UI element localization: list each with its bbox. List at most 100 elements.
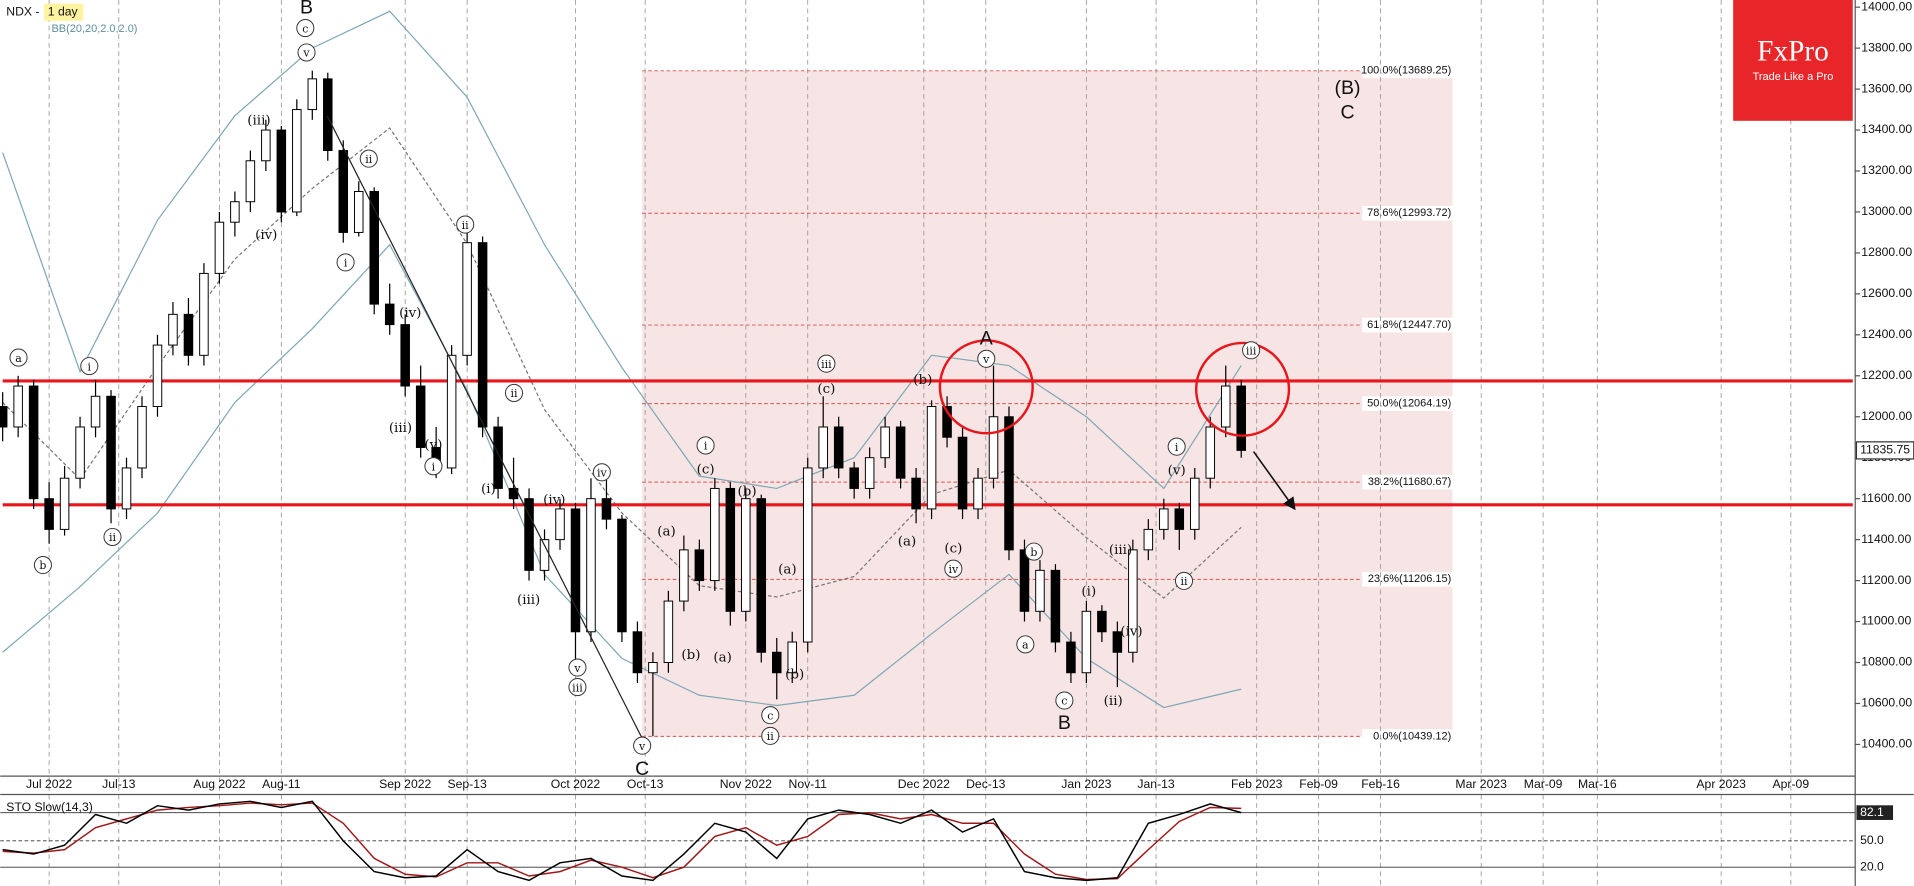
candle-body [13, 385, 23, 428]
y-tick-label: 13600.00 [1861, 81, 1912, 95]
decoration-layer [326, 115, 1296, 739]
candle-body [1004, 416, 1014, 551]
wave-label: i [432, 460, 436, 473]
stoch-k [2, 800, 1242, 882]
candle-body [570, 508, 581, 633]
wave-circle [359, 149, 378, 168]
wave-label: (a) [713, 650, 731, 665]
trend-line [326, 115, 643, 739]
candle-body [0, 406, 8, 428]
wave-label: B [300, 0, 313, 19]
wave-circle [944, 559, 963, 578]
candle-body [864, 457, 875, 489]
candle-body [369, 190, 379, 305]
fib-label-bg [1362, 317, 1454, 333]
logo-tagline: Trade Like a Pro [1753, 71, 1834, 83]
candle-body [772, 651, 782, 674]
fib-label: 78.6%(12993.72) [1367, 207, 1451, 219]
wave-label: i [344, 257, 348, 270]
candle-body [756, 498, 767, 653]
fib-label: 0.0%(10439.12) [1373, 730, 1451, 742]
wave-label: a [15, 352, 22, 365]
wave-label: (iv) [1120, 625, 1142, 640]
wave-label: (iv) [255, 228, 277, 243]
candle-body [586, 498, 596, 633]
x-tick-label: Oct 2022 [551, 777, 601, 791]
candle-body [1205, 426, 1216, 479]
wave-label: v [573, 662, 581, 675]
wave-circle [1174, 571, 1194, 590]
wave-label: (a) [898, 534, 916, 549]
wave-circle [1242, 341, 1261, 360]
stoch-tag [1856, 805, 1894, 820]
candle-body [926, 406, 937, 510]
y-tick-label: 12600.00 [1861, 286, 1912, 300]
candle-body [524, 498, 534, 571]
y-tick-label: 11000.00 [1861, 614, 1911, 628]
wave-circle [633, 736, 652, 755]
wave-label: (iv) [399, 306, 421, 321]
candle-body [493, 426, 503, 489]
logo-name: FxPro [1757, 35, 1829, 67]
wave-label: C [635, 758, 649, 780]
candle-body [911, 477, 921, 510]
wave-label: (iii) [517, 593, 540, 608]
wave-circle [424, 457, 443, 476]
candle-body [1220, 385, 1231, 428]
candle-body [601, 498, 612, 520]
candle-body [183, 313, 194, 356]
candle-body [338, 150, 349, 233]
candle-body [168, 313, 178, 346]
candle-body [973, 477, 983, 510]
x-tick-label: Nov 2022 [720, 777, 772, 791]
fib-label-bg [1362, 729, 1454, 744]
candle-body [261, 129, 271, 162]
candle-body [663, 600, 674, 663]
x-tick-label: Nov-11 [789, 777, 828, 791]
candle-body [849, 467, 859, 489]
y-tick-label: 10600.00 [1861, 696, 1912, 710]
wave-label: (i) [1081, 584, 1096, 599]
candle-body [90, 395, 101, 428]
price-label: 11835.75 [1860, 443, 1910, 457]
wave-label: (iii) [1109, 543, 1132, 558]
candle-body [632, 631, 643, 674]
fib-label-bg [1362, 474, 1454, 490]
bollinger-upper [2, 10, 1242, 490]
x-tick-label: Apr-09 [1773, 777, 1810, 791]
candle-body [942, 406, 952, 438]
wave-label: v [982, 353, 990, 366]
candle-body [75, 426, 85, 479]
candle-body [1112, 631, 1123, 653]
candle-body [617, 518, 627, 633]
x-tick-label: Feb 2023 [1231, 777, 1283, 791]
candle-body [1143, 528, 1154, 551]
wave-label: v [302, 47, 310, 60]
wave-circle [336, 253, 355, 272]
wave-label: (c) [944, 542, 962, 557]
candle-body [957, 436, 968, 510]
y-tick-label: 12200.00 [1861, 368, 1912, 382]
wave-label: (i) [481, 482, 496, 497]
wave-label: ii [462, 219, 470, 232]
wave-label: (iii) [389, 421, 412, 436]
candle-body [137, 406, 147, 469]
candle-body [1159, 508, 1169, 530]
grid-layer [0, 0, 1856, 885]
y-tick-label: 10400.00 [1861, 737, 1912, 751]
y-tick-label: 13000.00 [1861, 204, 1912, 218]
candle-body [415, 385, 426, 448]
wave-circle [568, 678, 587, 697]
title-bg [0, 2, 45, 20]
y-tick-label: 11400.00 [1861, 532, 1911, 546]
x-tick-label: Mar-09 [1524, 777, 1563, 791]
wave-label: B [1058, 712, 1071, 734]
wave-label: (a) [657, 525, 675, 540]
stoch-tick-label: 20.0 [1860, 859, 1884, 873]
x-tick-label: Mar 2023 [1455, 777, 1507, 791]
wave-label: (ii) [1104, 694, 1123, 709]
y-tick-label: 11600.00 [1861, 491, 1911, 505]
x-tick-label: Dec-13 [966, 777, 1006, 791]
